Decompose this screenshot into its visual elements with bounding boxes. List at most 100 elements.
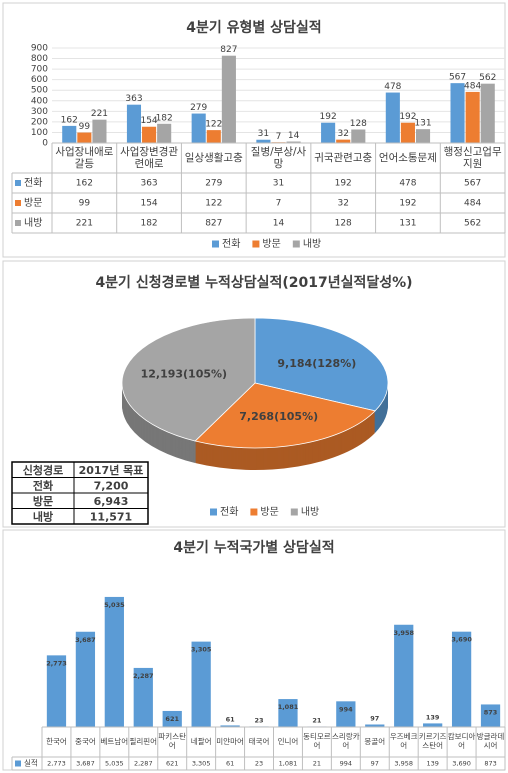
category-cell: 베트남어: [101, 737, 129, 746]
x-tick-label: 캄보디아어: [447, 732, 476, 750]
table-value: 31: [273, 179, 284, 189]
bar: [256, 139, 271, 143]
x-tick-label: 방글라데시어: [476, 732, 505, 750]
x-tick-label: 중국어: [75, 736, 96, 746]
category-cell: 태국어: [249, 737, 270, 746]
legend-swatch: [250, 508, 258, 516]
data-label: 97: [370, 714, 379, 722]
table-cell: 방문: [33, 494, 53, 508]
y-tick-label: 900: [31, 44, 48, 54]
data-label: 562: [479, 73, 496, 83]
y-tick-label: 300: [31, 107, 48, 117]
table-value: 154: [140, 199, 157, 209]
bar: [157, 123, 172, 143]
data-label: 567: [449, 73, 466, 83]
table-value: 1,081: [279, 760, 298, 768]
data-label: 182: [156, 113, 173, 123]
data-label: 1,081: [278, 703, 299, 711]
data-label: 7: [276, 132, 282, 142]
category-cell: 인니어: [277, 736, 299, 746]
bar: [191, 113, 206, 143]
legend-swatch: [292, 240, 300, 248]
category-cell: 사업장내애로갈등: [55, 146, 113, 170]
chart-title: 4분기 누적국가별 상담실적: [173, 539, 334, 556]
bar: [77, 132, 92, 143]
bar: [104, 596, 124, 727]
data-label: 131: [414, 119, 431, 129]
data-label: 14: [288, 131, 300, 141]
bar: [450, 83, 465, 143]
legend-swatch: [15, 180, 21, 186]
table-value: 562: [464, 219, 481, 229]
table-header: 신청경로: [23, 463, 63, 477]
bar: [365, 724, 385, 727]
category-cell: 필리핀어: [129, 737, 157, 746]
table-value: 162: [76, 179, 93, 189]
data-label: 192: [320, 112, 337, 122]
data-label: 5,035: [104, 601, 125, 609]
bar: [75, 631, 96, 727]
legend-label: 전화: [220, 506, 238, 518]
legend-label: 내방: [303, 238, 321, 250]
table-value: 221: [76, 219, 93, 229]
table-value: 7: [276, 199, 282, 209]
bar: [206, 130, 221, 143]
table-value: 567: [464, 179, 481, 189]
data-label: 2,287: [133, 672, 154, 680]
table-value: 61: [226, 760, 234, 768]
table-header: 2017년 목표: [79, 463, 144, 477]
table-value: 21: [313, 760, 321, 768]
category-cell: 방글라데시어: [476, 732, 505, 750]
data-label: 994: [339, 705, 353, 713]
pie-slice: [121, 317, 256, 442]
category-cell: 질병/부상/사망: [250, 145, 307, 170]
bar: [415, 129, 431, 143]
table-value: 5,035: [105, 760, 124, 768]
row-header: 실적: [24, 758, 38, 768]
category-cell: 파키스탄어: [158, 733, 186, 750]
category-cell: 우즈베크어: [390, 733, 418, 750]
data-label: 3,690: [451, 636, 472, 644]
table-value: 3,690: [452, 760, 471, 768]
bar: [394, 624, 414, 727]
bar: [221, 55, 236, 144]
category-cell: 언어소통문제: [379, 152, 437, 164]
bar: [62, 125, 77, 143]
table-value: 122: [205, 199, 222, 209]
x-tick-label: 미얀마어: [216, 736, 244, 746]
table-value: 3,687: [76, 760, 95, 768]
data-label: 23: [255, 716, 264, 724]
data-label: 873: [484, 708, 498, 716]
data-label: 9,184(128%): [277, 357, 356, 370]
chart-frame: [2, 260, 506, 528]
x-tick-label: 인니어: [277, 736, 299, 746]
bar: [480, 704, 501, 727]
table-cell: 11,571: [90, 510, 132, 523]
legend-swatch: [212, 240, 219, 248]
table-cell: 전화: [33, 478, 53, 492]
category-cell: 귀국관련고충: [314, 152, 372, 164]
data-label: 3,305: [191, 646, 212, 654]
bar: [191, 641, 211, 727]
x-tick-label: 질병/부상/사망: [250, 145, 307, 170]
legend-swatch: [15, 760, 21, 767]
x-tick-label: 몽골어: [364, 736, 386, 746]
y-tick-label: 400: [31, 96, 48, 106]
data-label: 122: [205, 120, 222, 130]
data-label: 162: [61, 115, 78, 125]
legend-label: 전화: [222, 238, 240, 250]
bar: [465, 91, 480, 143]
bar: [351, 129, 366, 143]
category-cell: 몽골어: [364, 736, 386, 746]
bar: [133, 667, 153, 727]
data-label: 221: [91, 109, 108, 119]
bar: [423, 723, 443, 727]
legend-swatch: [210, 508, 217, 516]
pie-slice: [194, 382, 376, 449]
data-label: 621: [165, 715, 179, 723]
legend-label: 방문: [260, 506, 278, 518]
x-tick-label: 한국어: [46, 736, 67, 746]
bar: [142, 126, 157, 143]
x-tick-label: 동티모르어: [303, 732, 331, 750]
bar: [451, 631, 472, 727]
